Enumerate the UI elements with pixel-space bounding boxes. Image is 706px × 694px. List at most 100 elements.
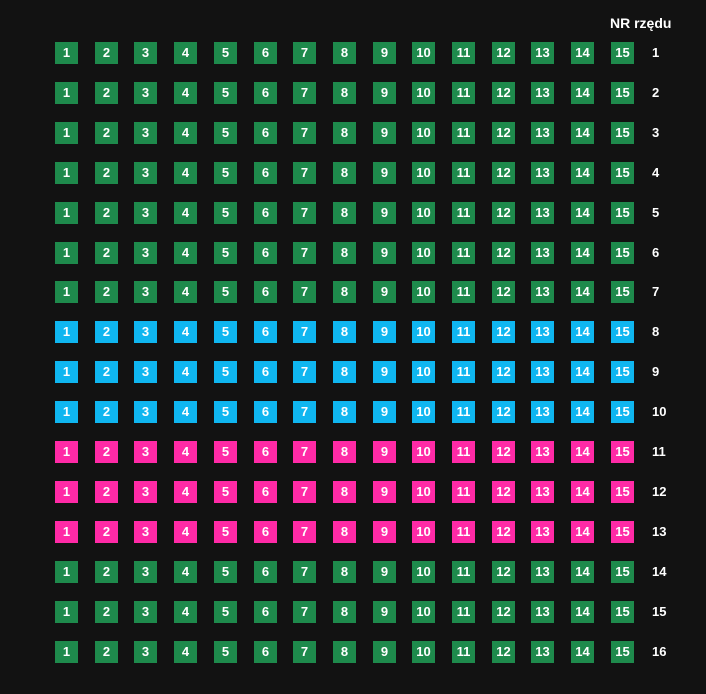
seat-button[interactable]: 15 xyxy=(611,441,634,463)
seat-button[interactable]: 1 xyxy=(55,321,78,343)
seat-button[interactable]: 7 xyxy=(293,82,316,104)
seat-button[interactable]: 13 xyxy=(531,82,554,104)
seat-button[interactable]: 6 xyxy=(254,321,277,343)
seat-button[interactable]: 8 xyxy=(333,481,356,503)
seat-button[interactable]: 2 xyxy=(95,561,118,583)
seat-button[interactable]: 1 xyxy=(55,42,78,64)
seat-button[interactable]: 13 xyxy=(531,42,554,64)
seat-button[interactable]: 6 xyxy=(254,401,277,423)
seat-button[interactable]: 1 xyxy=(55,122,78,144)
seat-button[interactable]: 11 xyxy=(452,601,475,623)
seat-button[interactable]: 1 xyxy=(55,601,78,623)
seat-button[interactable]: 4 xyxy=(174,441,197,463)
seat-button[interactable]: 15 xyxy=(611,601,634,623)
seat-button[interactable]: 9 xyxy=(373,481,396,503)
seat-button[interactable]: 4 xyxy=(174,401,197,423)
seat-button[interactable]: 14 xyxy=(571,521,594,543)
seat-button[interactable]: 6 xyxy=(254,481,277,503)
seat-button[interactable]: 15 xyxy=(611,42,634,64)
seat-button[interactable]: 7 xyxy=(293,441,316,463)
seat-button[interactable]: 1 xyxy=(55,82,78,104)
seat-button[interactable]: 8 xyxy=(333,202,356,224)
seat-button[interactable]: 1 xyxy=(55,521,78,543)
seat-button[interactable]: 10 xyxy=(412,361,435,383)
seat-button[interactable]: 11 xyxy=(452,42,475,64)
seat-button[interactable]: 12 xyxy=(492,162,515,184)
seat-button[interactable]: 5 xyxy=(214,321,237,343)
seat-button[interactable]: 6 xyxy=(254,122,277,144)
seat-button[interactable]: 1 xyxy=(55,561,78,583)
seat-button[interactable]: 15 xyxy=(611,281,634,303)
seat-button[interactable]: 5 xyxy=(214,162,237,184)
seat-button[interactable]: 15 xyxy=(611,401,634,423)
seat-button[interactable]: 5 xyxy=(214,281,237,303)
seat-button[interactable]: 6 xyxy=(254,242,277,264)
seat-button[interactable]: 5 xyxy=(214,601,237,623)
seat-button[interactable]: 12 xyxy=(492,521,515,543)
seat-button[interactable]: 2 xyxy=(95,441,118,463)
seat-button[interactable]: 9 xyxy=(373,202,396,224)
seat-button[interactable]: 8 xyxy=(333,242,356,264)
seat-button[interactable]: 13 xyxy=(531,481,554,503)
seat-button[interactable]: 4 xyxy=(174,601,197,623)
seat-button[interactable]: 13 xyxy=(531,401,554,423)
seat-button[interactable]: 8 xyxy=(333,162,356,184)
seat-button[interactable]: 15 xyxy=(611,521,634,543)
seat-button[interactable]: 12 xyxy=(492,122,515,144)
seat-button[interactable]: 10 xyxy=(412,601,435,623)
seat-button[interactable]: 6 xyxy=(254,441,277,463)
seat-button[interactable]: 11 xyxy=(452,401,475,423)
seat-button[interactable]: 2 xyxy=(95,601,118,623)
seat-button[interactable]: 13 xyxy=(531,281,554,303)
seat-button[interactable]: 11 xyxy=(452,441,475,463)
seat-button[interactable]: 11 xyxy=(452,242,475,264)
seat-button[interactable]: 5 xyxy=(214,401,237,423)
seat-button[interactable]: 5 xyxy=(214,361,237,383)
seat-button[interactable]: 1 xyxy=(55,641,78,663)
seat-button[interactable]: 14 xyxy=(571,441,594,463)
seat-button[interactable]: 15 xyxy=(611,122,634,144)
seat-button[interactable]: 5 xyxy=(214,521,237,543)
seat-button[interactable]: 10 xyxy=(412,641,435,663)
seat-button[interactable]: 3 xyxy=(134,441,157,463)
seat-button[interactable]: 2 xyxy=(95,281,118,303)
seat-button[interactable]: 3 xyxy=(134,521,157,543)
seat-button[interactable]: 13 xyxy=(531,361,554,383)
seat-button[interactable]: 3 xyxy=(134,561,157,583)
seat-button[interactable]: 2 xyxy=(95,122,118,144)
seat-button[interactable]: 12 xyxy=(492,401,515,423)
seat-button[interactable]: 3 xyxy=(134,321,157,343)
seat-button[interactable]: 12 xyxy=(492,281,515,303)
seat-button[interactable]: 12 xyxy=(492,242,515,264)
seat-button[interactable]: 13 xyxy=(531,601,554,623)
seat-button[interactable]: 2 xyxy=(95,82,118,104)
seat-button[interactable]: 13 xyxy=(531,521,554,543)
seat-button[interactable]: 6 xyxy=(254,521,277,543)
seat-button[interactable]: 15 xyxy=(611,82,634,104)
seat-button[interactable]: 10 xyxy=(412,561,435,583)
seat-button[interactable]: 3 xyxy=(134,641,157,663)
seat-button[interactable]: 9 xyxy=(373,82,396,104)
seat-button[interactable]: 14 xyxy=(571,601,594,623)
seat-button[interactable]: 10 xyxy=(412,42,435,64)
seat-button[interactable]: 4 xyxy=(174,242,197,264)
seat-button[interactable]: 13 xyxy=(531,242,554,264)
seat-button[interactable]: 10 xyxy=(412,202,435,224)
seat-button[interactable]: 6 xyxy=(254,561,277,583)
seat-button[interactable]: 9 xyxy=(373,561,396,583)
seat-button[interactable]: 4 xyxy=(174,361,197,383)
seat-button[interactable]: 7 xyxy=(293,481,316,503)
seat-button[interactable]: 13 xyxy=(531,321,554,343)
seat-button[interactable]: 2 xyxy=(95,641,118,663)
seat-button[interactable]: 14 xyxy=(571,42,594,64)
seat-button[interactable]: 14 xyxy=(571,122,594,144)
seat-button[interactable]: 2 xyxy=(95,401,118,423)
seat-button[interactable]: 11 xyxy=(452,202,475,224)
seat-button[interactable]: 9 xyxy=(373,321,396,343)
seat-button[interactable]: 1 xyxy=(55,401,78,423)
seat-button[interactable]: 5 xyxy=(214,481,237,503)
seat-button[interactable]: 9 xyxy=(373,281,396,303)
seat-button[interactable]: 6 xyxy=(254,162,277,184)
seat-button[interactable]: 4 xyxy=(174,42,197,64)
seat-button[interactable]: 7 xyxy=(293,561,316,583)
